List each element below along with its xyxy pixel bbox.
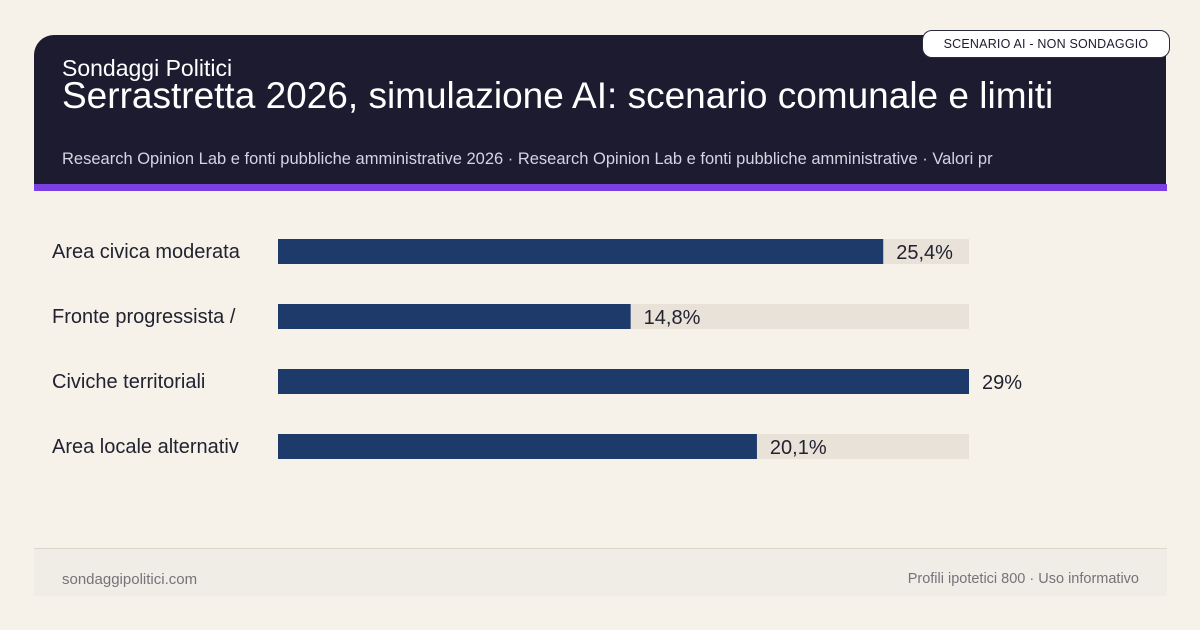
header-accent-bar [34, 184, 1167, 191]
bar [278, 369, 969, 394]
page-title: Serrastretta 2026, simulazione AI: scena… [62, 75, 1054, 116]
header-panel: Sondaggi Politici Serrastretta 2026, sim… [34, 35, 1166, 184]
category-label: Fronte progressista / [52, 306, 236, 328]
category-label: Area civica moderata [52, 241, 241, 263]
value-label: 29% [982, 372, 1022, 394]
value-label: 20,1% [770, 437, 827, 459]
bar [278, 239, 884, 264]
value-label: 25,4% [896, 242, 953, 264]
scenario-badge: SCENARIO AI - NON SONDAGGIO [922, 30, 1170, 58]
footer-note: Profili ipotetici 800 · Uso informativo [907, 571, 1139, 587]
brand-name: Sondaggi Politici [62, 55, 233, 81]
page-subtitle: Research Opinion Lab e fonti pubbliche a… [62, 150, 993, 168]
footer: sondaggipolitici.com Profili ipotetici 8… [34, 548, 1167, 596]
value-label: 14,8% [644, 307, 701, 329]
category-label: Civiche territoriali [52, 371, 205, 393]
bar [278, 304, 631, 329]
category-label: Area locale alternativ [52, 436, 239, 458]
footer-site-link[interactable]: sondaggipolitici.com [62, 571, 198, 588]
bar [278, 434, 757, 459]
